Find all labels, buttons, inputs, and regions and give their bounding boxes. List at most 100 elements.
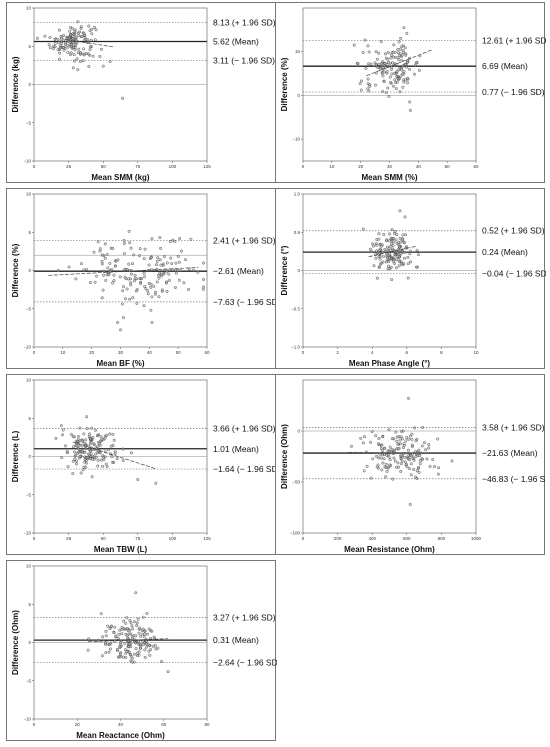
data-point xyxy=(92,442,96,446)
data-point xyxy=(405,65,409,69)
data-point xyxy=(402,70,406,74)
data-point xyxy=(105,433,109,437)
data-point xyxy=(109,444,113,448)
lower-limit-label: 3.11 (− 1.96 SD) xyxy=(213,56,275,66)
chart-svg: 0 200 400 600 800 1000 −100 −50 0 3.58 (+ 1.96 SD… xyxy=(280,379,546,554)
data-point xyxy=(374,83,377,87)
y-tick-label: 0.5 xyxy=(294,230,301,235)
x-tick-label: 50 xyxy=(176,350,182,355)
x-tick-label: 125 xyxy=(203,164,211,169)
data-point xyxy=(71,445,75,449)
y-tick-label: −5 xyxy=(26,678,32,683)
lower-limit-label: −7.63 (− 1.96 SD) xyxy=(213,297,277,307)
x-tick-label: 20 xyxy=(358,164,364,169)
data-point xyxy=(80,449,84,453)
data-point xyxy=(352,43,356,47)
data-point xyxy=(411,452,415,456)
data-point xyxy=(67,265,71,269)
panel-phase-angle: 0 2 4 6 8 10 −1.0 −0.5 0 0.5 1.0 0.52 (+ 1.96 SD) 0.… xyxy=(275,188,546,369)
data-point xyxy=(149,308,153,312)
data-point xyxy=(162,255,166,259)
data-point xyxy=(408,252,412,256)
data-point xyxy=(129,451,133,455)
data-point xyxy=(395,435,399,439)
data-point xyxy=(377,232,381,236)
data-point xyxy=(113,264,117,268)
y-axis-label: Difference (kg) xyxy=(11,56,20,112)
x-tick-label: 6 xyxy=(406,350,409,355)
data-point xyxy=(88,45,92,49)
x-tick-label: 75 xyxy=(135,164,141,169)
data-point xyxy=(100,262,104,266)
data-point xyxy=(173,240,177,243)
data-point xyxy=(417,68,421,72)
data-point xyxy=(110,624,113,628)
data-point xyxy=(427,443,431,447)
data-point xyxy=(393,78,397,82)
data-point xyxy=(390,65,393,69)
data-point xyxy=(187,288,190,291)
data-point xyxy=(53,41,57,45)
data-point xyxy=(386,86,390,90)
data-point xyxy=(75,462,78,466)
data-point xyxy=(380,250,384,254)
data-point xyxy=(398,52,402,56)
data-point xyxy=(129,621,133,625)
mean-label: 0.24 (Mean) xyxy=(482,247,528,257)
data-point xyxy=(375,276,379,280)
data-point xyxy=(121,96,125,100)
data-point xyxy=(159,263,163,267)
data-point xyxy=(169,256,173,260)
data-point xyxy=(408,67,412,71)
data-point xyxy=(397,58,401,62)
data-point xyxy=(138,247,142,251)
data-point xyxy=(400,68,404,72)
data-point xyxy=(74,453,78,457)
data-point xyxy=(94,428,97,432)
data-point xyxy=(104,462,108,466)
data-point xyxy=(399,74,403,78)
data-point xyxy=(383,62,387,66)
data-point xyxy=(150,295,154,299)
x-tick-label: 10 xyxy=(473,350,479,355)
data-point xyxy=(413,72,417,76)
y-tick-label: 0 xyxy=(28,268,31,273)
data-point xyxy=(377,442,380,446)
upper-limit-label: 0.52 (+ 1.96 SD) xyxy=(482,226,545,236)
data-point xyxy=(71,66,75,70)
data-point xyxy=(125,634,129,638)
data-point xyxy=(177,260,181,264)
data-point xyxy=(382,70,386,74)
data-point xyxy=(374,62,378,66)
data-point xyxy=(401,233,405,237)
data-point xyxy=(413,450,417,454)
x-tick-label: 0 xyxy=(302,350,305,355)
data-point xyxy=(75,57,79,61)
data-point xyxy=(165,289,169,293)
data-point xyxy=(103,436,107,440)
y-tick-label: −100 xyxy=(290,531,301,536)
data-point xyxy=(83,450,87,454)
data-point xyxy=(126,277,130,281)
data-point xyxy=(120,632,124,636)
data-point xyxy=(410,443,414,447)
data-point xyxy=(114,259,118,263)
data-point xyxy=(382,80,386,83)
data-point xyxy=(111,432,115,436)
data-point xyxy=(393,71,397,75)
data-point xyxy=(400,53,404,57)
data-point xyxy=(119,328,122,332)
x-tick-label: 60 xyxy=(161,722,167,727)
data-point xyxy=(391,477,395,481)
data-point xyxy=(121,459,125,463)
panel-smm-kg: 0 25 50 75 100 125 −10 −5 0 5 10 8.13 (+ 1.96 SD) 5.… xyxy=(6,2,276,183)
data-point xyxy=(141,627,145,631)
y-tick-label: 10 xyxy=(26,192,32,197)
trend-line xyxy=(347,452,445,454)
data-point xyxy=(170,262,174,266)
data-point xyxy=(66,50,70,54)
data-point xyxy=(108,261,112,265)
x-tick-label: 50 xyxy=(445,164,451,169)
data-point xyxy=(123,275,127,279)
data-point xyxy=(413,426,417,430)
